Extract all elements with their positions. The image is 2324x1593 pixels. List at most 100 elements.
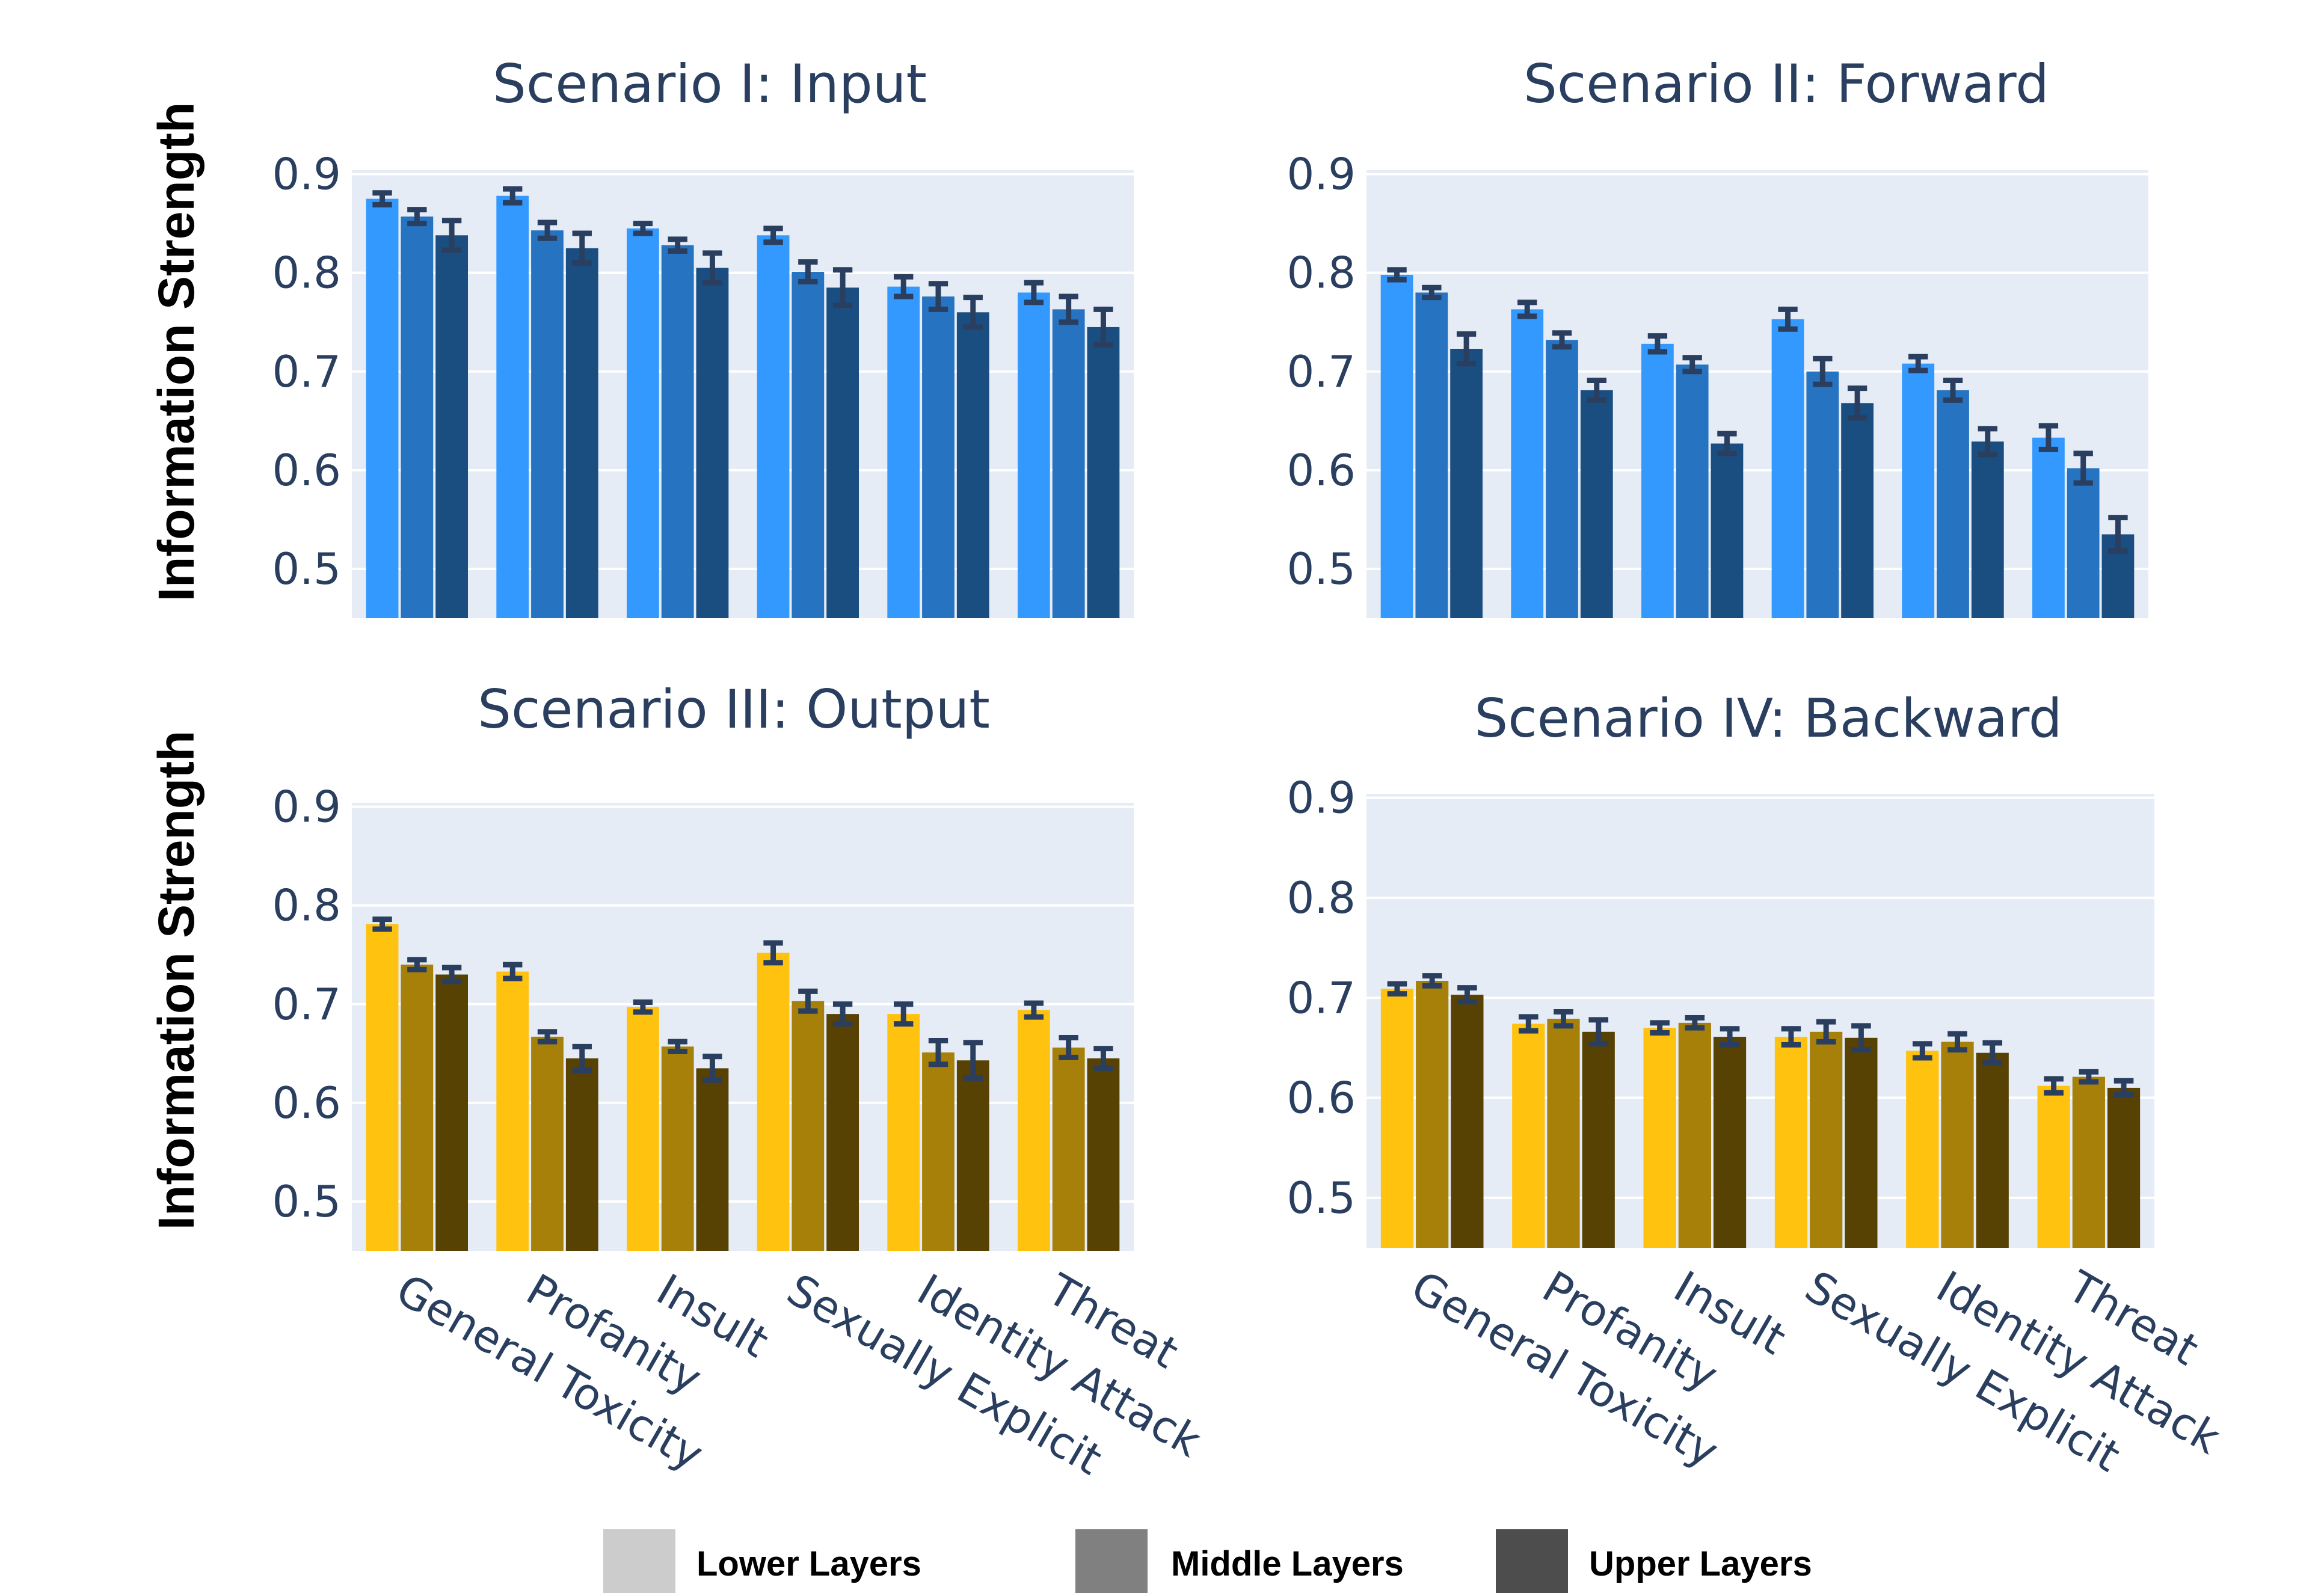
y-tick-label: 0.7	[272, 979, 341, 1030]
bar	[627, 1007, 659, 1251]
y-tick-label: 0.8	[272, 880, 341, 931]
error-bar	[763, 940, 783, 966]
bar	[401, 965, 434, 1251]
error-bar	[798, 259, 818, 284]
bar	[435, 974, 468, 1251]
bar	[2032, 437, 2065, 618]
bar	[1512, 1024, 1545, 1248]
plot-background	[352, 170, 1134, 618]
error-bar	[928, 281, 948, 312]
chart-title: Scenario IV: Backward	[1474, 687, 2062, 749]
error-bar	[668, 236, 687, 254]
error-bar	[633, 999, 653, 1015]
y-tick-label: 0.8	[1286, 873, 1356, 923]
y-tick-label: 0.9	[1286, 149, 1356, 200]
error-bar	[1059, 293, 1078, 325]
bar	[1643, 1028, 1676, 1248]
error-bar	[702, 250, 722, 286]
error-bar	[1778, 306, 1798, 332]
bar	[1052, 309, 1085, 618]
bar	[792, 272, 825, 618]
bar	[435, 235, 468, 618]
error-bar	[702, 1054, 722, 1083]
bar	[956, 312, 989, 618]
bar	[887, 1014, 920, 1251]
bar	[696, 268, 729, 618]
chart-panel-2: 0.5 0.6 0.7 0.8 0.9 Scenario II: Forward	[1286, 53, 2148, 618]
error-bar	[1685, 1015, 1705, 1031]
error-bar	[503, 962, 523, 981]
error-bar	[1813, 355, 1833, 387]
error-bar	[2038, 423, 2059, 452]
bar	[1971, 441, 2004, 618]
bar	[1902, 363, 1935, 618]
bar	[531, 230, 564, 618]
legend: Lower Layers Middle Layers Upper Layers	[603, 1529, 1812, 1593]
error-bar	[1982, 1040, 2003, 1066]
error-bar	[1978, 426, 1997, 458]
bar	[1018, 1010, 1050, 1251]
bar	[757, 953, 790, 1251]
bar	[1547, 1019, 1580, 1248]
legend-swatch-middle	[1075, 1529, 1148, 1593]
legend-label-lower: Lower Layers	[696, 1544, 921, 1583]
chart-panel-1: 0.5 0.6 0.7 0.8 0.9 Scenario I: Input	[272, 53, 1134, 619]
error-bar	[832, 1001, 853, 1027]
error-bar	[2079, 1069, 2099, 1085]
bar	[1976, 1052, 2009, 1248]
error-bar	[963, 295, 983, 330]
error-bar	[1908, 354, 1928, 373]
error-bar	[2113, 1078, 2134, 1098]
bar	[1641, 343, 1674, 618]
legend-label-upper: Upper Layers	[1589, 1544, 1812, 1583]
y-tick-label: 0.5	[1286, 1173, 1356, 1223]
bar	[1841, 403, 1874, 618]
error-bar	[1847, 385, 1868, 421]
bar	[1845, 1037, 1878, 1248]
bar	[1941, 1042, 1974, 1248]
y-tick-label: 0.8	[1286, 248, 1356, 298]
error-bar	[1912, 1041, 1932, 1061]
plot-background	[1366, 794, 2154, 1248]
bar	[1415, 292, 1448, 618]
y-tick-label: 0.9	[1286, 773, 1356, 823]
error-bar	[441, 965, 462, 984]
bar	[2107, 1087, 2141, 1248]
legend-label-middle: Middle Layers	[1171, 1544, 1404, 1583]
bar	[1450, 349, 1483, 618]
error-bar	[1093, 1046, 1113, 1071]
bar	[1771, 319, 1804, 618]
bar	[826, 287, 859, 618]
error-bar	[1517, 299, 1537, 319]
error-bar	[798, 988, 818, 1014]
error-bar	[1587, 378, 1606, 403]
bar	[366, 198, 399, 618]
bar	[661, 245, 694, 619]
chart-title: Scenario I: Input	[493, 53, 927, 115]
error-bar	[1588, 1017, 1609, 1047]
error-bar	[894, 1001, 914, 1027]
bar	[757, 235, 790, 618]
bar	[565, 1058, 598, 1251]
bar	[1087, 327, 1120, 618]
error-bar	[1456, 331, 1477, 367]
error-bar	[1093, 306, 1113, 348]
error-bar	[537, 219, 558, 241]
bar	[1018, 292, 1050, 618]
error-bar	[894, 274, 914, 299]
plot-background	[1366, 170, 2148, 618]
error-bar	[633, 221, 653, 236]
error-bar	[441, 218, 462, 253]
y-axis-label-bottom: Information Strength	[148, 731, 204, 1230]
error-bar	[1387, 267, 1407, 283]
bar	[2067, 468, 2100, 618]
bar	[366, 924, 399, 1251]
legend-swatch-upper	[1496, 1529, 1568, 1593]
bar	[1052, 1047, 1085, 1251]
bar	[1906, 1051, 1939, 1248]
bar	[956, 1060, 989, 1251]
bar	[2072, 1076, 2105, 1248]
